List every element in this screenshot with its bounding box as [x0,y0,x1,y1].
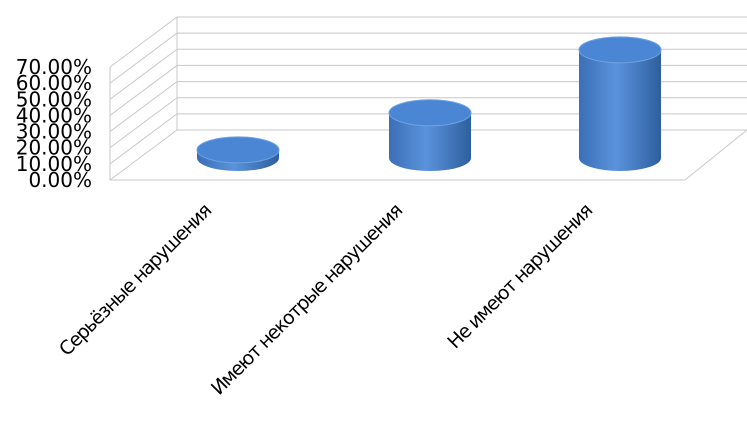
y-axis-ticks: 0.00%10.00%20.00%30.00%40.00%50.00%60.00… [16,55,92,192]
y-tick-label: 30.00% [16,120,92,144]
bar-cylinder [578,36,662,171]
floor-right-edge [684,129,747,181]
y-tick-label: 40.00% [16,103,92,127]
y-tick-label: 50.00% [16,87,92,111]
bar-top [388,99,472,127]
bar-body [389,112,471,171]
chart-gridlines [109,16,747,181]
x-category-label: Имеют некотрые нарушения [207,200,407,400]
y-tick-label: 20.00% [16,136,92,160]
y-tick-label: 10.00% [16,152,92,176]
x-category-label: Не имеют нарушения [443,200,596,353]
chart-bars [196,36,662,171]
bar-cylinder [196,136,280,171]
bar-top [578,36,662,64]
y-tick-label: 60.00% [16,71,92,95]
bar-cylinder [388,99,472,171]
x-category-label: Серьёзные нарушения [55,200,216,361]
y-tick-label: 0.00% [28,168,92,192]
bar-top [196,136,280,164]
y-tick-label: 70.00% [16,55,92,79]
bar-body [579,49,661,171]
